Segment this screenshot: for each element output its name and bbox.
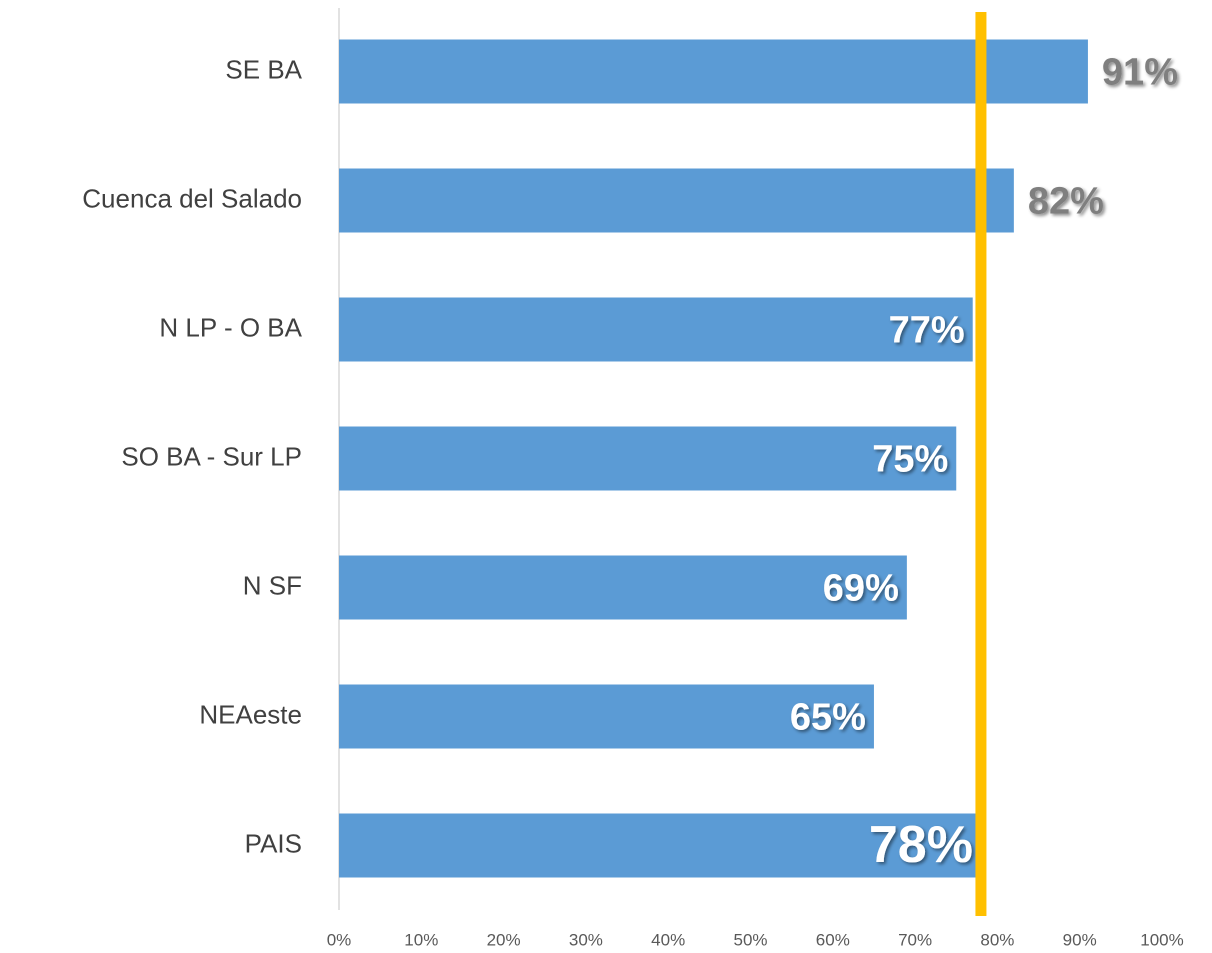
x-tick-label: 30% xyxy=(569,930,603,949)
data-label: 69% xyxy=(823,568,899,610)
x-tick-label: 0% xyxy=(327,930,352,949)
x-tick-label: 100% xyxy=(1140,930,1183,949)
bar xyxy=(339,168,1014,233)
category-label: N LP - O BA xyxy=(159,312,302,342)
data-label: 77% xyxy=(889,310,965,352)
x-tick-label: 50% xyxy=(733,930,767,949)
bar xyxy=(339,39,1088,104)
category-label: NEAeste xyxy=(199,699,302,729)
x-tick-label: 40% xyxy=(651,930,685,949)
category-label: Cuenca del Salado xyxy=(82,183,302,213)
category-label: PAIS xyxy=(245,828,302,858)
data-label: 78% xyxy=(869,816,973,874)
bar xyxy=(339,813,981,878)
x-tick-label: 70% xyxy=(898,930,932,949)
x-tick-label: 90% xyxy=(1063,930,1097,949)
x-tick-label: 10% xyxy=(404,930,438,949)
data-label: 75% xyxy=(872,439,948,481)
x-tick-label: 80% xyxy=(980,930,1014,949)
bar xyxy=(339,555,907,620)
category-label: SO BA - Sur LP xyxy=(121,441,302,471)
x-tick-label: 20% xyxy=(487,930,521,949)
data-label: 91% xyxy=(1102,52,1178,94)
bar xyxy=(339,297,973,362)
data-label: 65% xyxy=(790,697,866,739)
x-tick-label: 60% xyxy=(816,930,850,949)
data-label: 82% xyxy=(1028,181,1104,223)
bar xyxy=(339,426,957,491)
bar xyxy=(339,684,874,749)
category-label: N SF xyxy=(243,570,302,600)
category-label: SE BA xyxy=(225,54,302,84)
